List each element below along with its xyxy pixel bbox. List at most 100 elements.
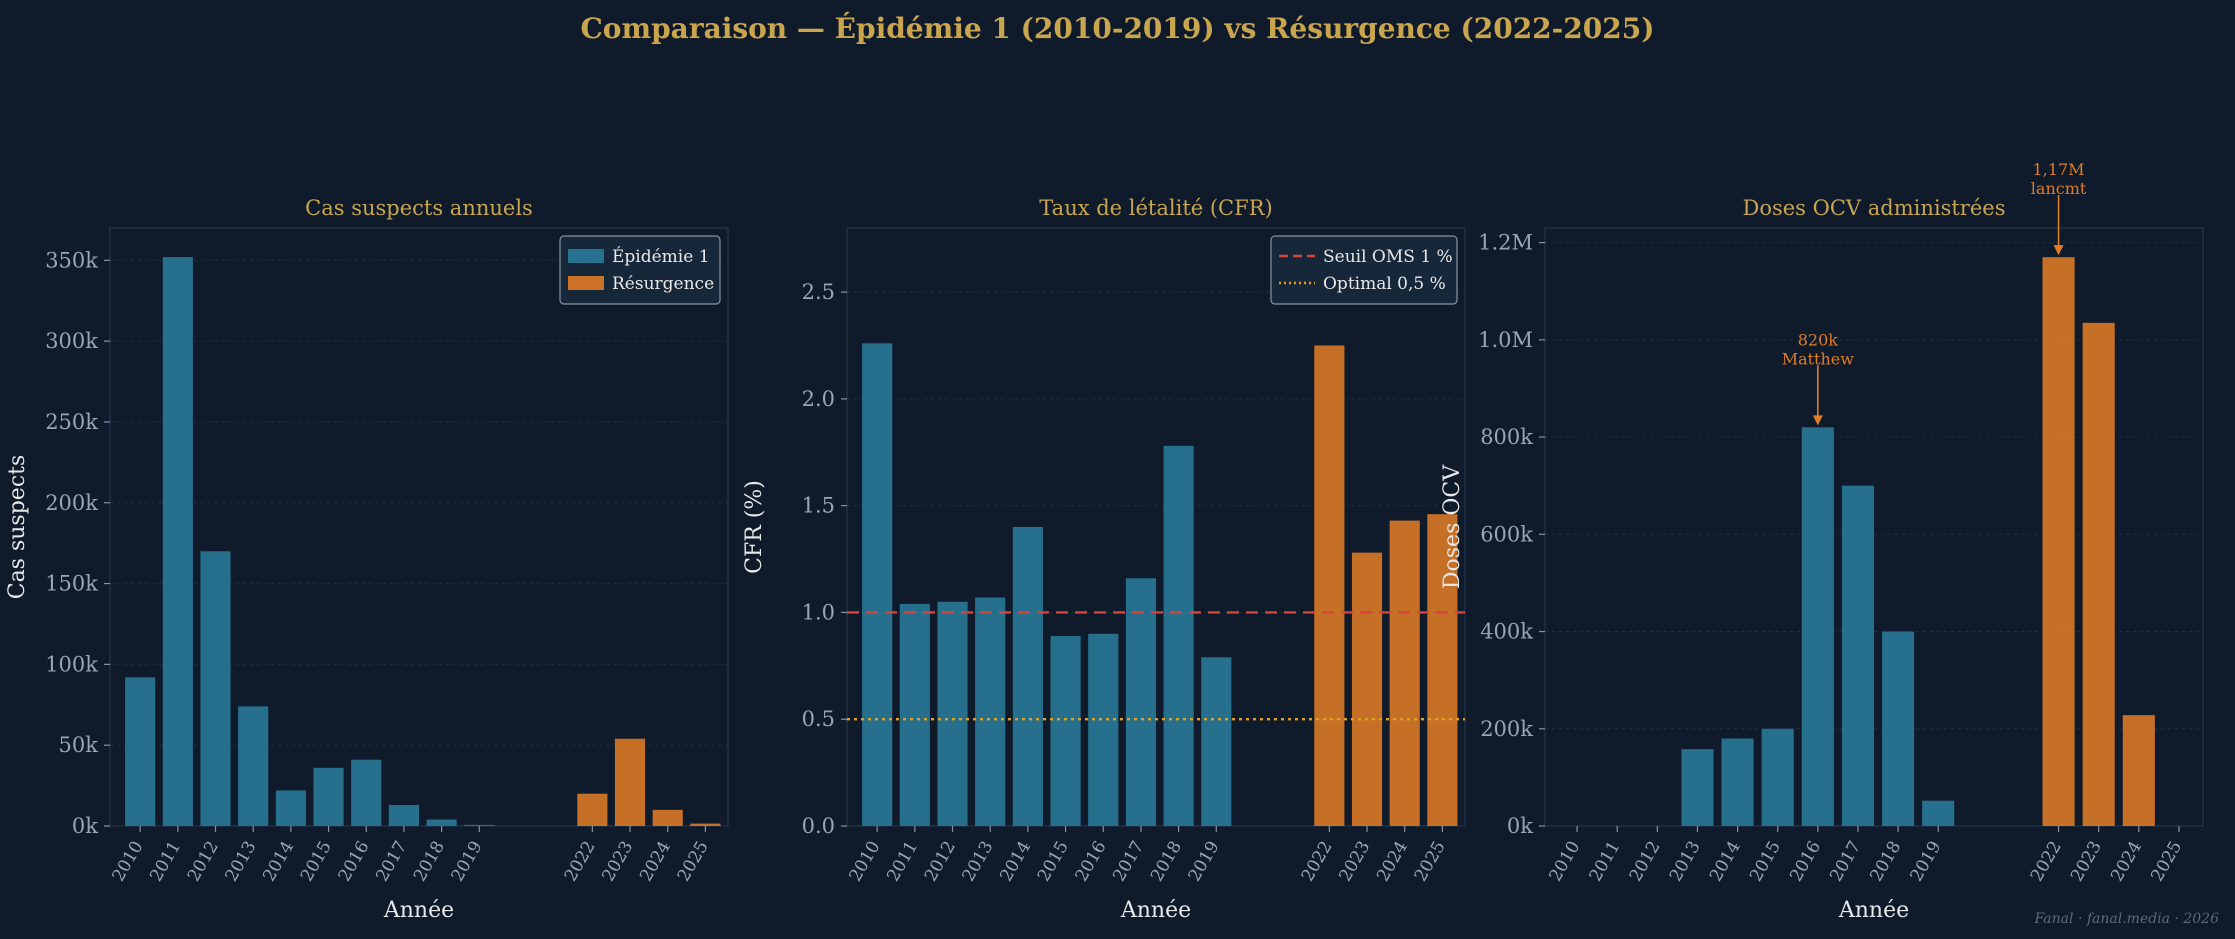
panel-3-annotation-text: 1,17M xyxy=(2033,160,2085,179)
panel-3-bar xyxy=(1801,427,1834,826)
panel-1-xtick-label: 2015 xyxy=(297,838,336,885)
panel-2-bar xyxy=(1351,552,1383,826)
panel-3-xtick-label: 2012 xyxy=(1626,838,1665,885)
panel-2-xtick-label: 2013 xyxy=(959,838,998,885)
panel-1-bar xyxy=(275,790,306,826)
panel-3-bar xyxy=(1841,485,1874,826)
panel-1-ytick-label: 150k xyxy=(45,572,98,596)
panel-3-ytick-label: 1.2M xyxy=(1478,231,1533,255)
panel-3-xtick-label: 2013 xyxy=(1666,838,1705,885)
panel-1-bar xyxy=(162,257,193,826)
panel-2-ytick-label: 0.0 xyxy=(802,814,835,838)
panel-1-ytick-label: 100k xyxy=(45,652,98,676)
panel-2-xtick-label: 2012 xyxy=(921,838,960,885)
panel-1-ytick-label: 300k xyxy=(45,329,98,353)
panel-1-xtick-label: 2022 xyxy=(561,838,600,885)
panel-3-bar xyxy=(1721,738,1754,826)
panel-2-xtick-label: 2014 xyxy=(996,838,1035,885)
panel-1-xtick-label: 2018 xyxy=(410,838,449,885)
panel-2-bar xyxy=(899,603,930,826)
panel-1-bar xyxy=(351,759,382,826)
panel-3-xtick-label: 2022 xyxy=(2027,838,2066,885)
panel-1-bar xyxy=(426,819,457,826)
panel-2-xtick-label: 2017 xyxy=(1109,838,1148,885)
panel-2-xtick-label: 2022 xyxy=(1298,838,1337,885)
panel-1-bar xyxy=(313,767,344,826)
panel-2-ytick-label: 1.0 xyxy=(802,600,835,624)
panel-2-xtick-label: 2011 xyxy=(883,838,922,885)
panel-1-xtick-label: 2012 xyxy=(184,838,223,885)
panel-3-title: Doses OCV administrées xyxy=(1743,196,2006,220)
panel-1-bar xyxy=(238,706,269,826)
panel-3-xtick-label: 2011 xyxy=(1586,838,1625,885)
panel-2-bar xyxy=(1050,635,1081,826)
panel-1-xtick-label: 2013 xyxy=(222,838,261,885)
panel-3-ytick-label: 800k xyxy=(1480,425,1533,449)
panel-2-bar xyxy=(1201,657,1232,826)
panel-3-ylabel: Doses OCV xyxy=(1440,464,1465,589)
panel-1-bar xyxy=(690,823,721,826)
panel-3-xtick-label: 2018 xyxy=(1866,838,1905,885)
panel-3-bar xyxy=(1761,728,1794,826)
credit-text: Fanal · fanal.media · 2026 xyxy=(2034,911,2219,927)
panel-3-xtick-label: 2016 xyxy=(1786,838,1825,885)
panel-3-xtick-label: 2025 xyxy=(2147,838,2186,885)
panel-2-ytick-label: 0.5 xyxy=(802,707,835,731)
panel-2-bar xyxy=(1427,514,1458,826)
panel-3-xtick-label: 2010 xyxy=(1545,838,1584,885)
panel-3-ytick-label: 0k xyxy=(1507,814,1533,838)
panel-3-bar xyxy=(2082,322,2115,826)
panel-1-xtick-label: 2023 xyxy=(598,838,637,885)
panel-2-ytick-label: 1.5 xyxy=(802,494,835,518)
panel-1-xtick-label: 2024 xyxy=(636,838,675,885)
panel-2-title: Taux de létalité (CFR) xyxy=(1039,196,1272,220)
panel-3-bar xyxy=(1922,800,1955,826)
panel-2-legend xyxy=(1270,235,1458,305)
panel-3-bar xyxy=(2042,257,2075,826)
panel-3-xtick-label: 2019 xyxy=(1907,838,1946,885)
panel-3-xtick-label: 2015 xyxy=(1746,838,1785,885)
panel-2-xtick-label: 2018 xyxy=(1147,838,1186,885)
panel-1-xtick-label: 2010 xyxy=(109,838,148,885)
panel-3-xtick-label: 2014 xyxy=(1706,838,1745,885)
panel-1-xtick-label: 2019 xyxy=(448,838,487,885)
panel-2-ytick-label: 2.5 xyxy=(802,280,835,304)
panel-2-xlabel: Année xyxy=(1120,898,1191,923)
panel-1-ytick-label: 200k xyxy=(45,491,98,515)
panel-3-bar xyxy=(1882,631,1915,826)
panel-2-bar xyxy=(1088,633,1119,826)
panel-1-legend-label: Épidémie 1 xyxy=(612,246,710,267)
panel-1-xtick-label: 2011 xyxy=(146,838,185,885)
panel-3-xtick-label: 2024 xyxy=(2107,838,2146,885)
panel-2-bar xyxy=(1012,527,1043,826)
panel-3-xtick-label: 2023 xyxy=(2067,838,2106,885)
panel-1-ytick-label: 0k xyxy=(72,814,98,838)
panel-2-xtick-label: 2016 xyxy=(1072,838,1111,885)
panel-3-xtick-label: 2017 xyxy=(1826,838,1865,885)
panel-3-annotation-text: lancmt xyxy=(2031,179,2087,198)
panel-1-ytick-label: 350k xyxy=(45,248,98,272)
panel-2-ytick-label: 2.0 xyxy=(802,387,835,411)
panel-2-bar xyxy=(1163,445,1194,826)
panel-1-bar xyxy=(200,551,231,826)
panel-2-legend-label: Seuil OMS 1 % xyxy=(1323,247,1453,267)
panel-3-annotation-text: Matthew xyxy=(1782,349,1855,368)
panel-3-ytick-label: 200k xyxy=(1480,717,1533,741)
panel-2-bar xyxy=(975,597,1006,826)
panel-1-bar xyxy=(388,804,419,826)
panel-2-xtick-label: 2024 xyxy=(1373,838,1412,885)
panel-3-bar xyxy=(1681,749,1714,826)
panel-3-annotation-arrowhead xyxy=(1812,415,1823,426)
panel-3-annotation-text: 820k xyxy=(1798,330,1839,349)
panel-3-bar xyxy=(2122,715,2155,826)
panel-1-bar xyxy=(614,738,646,826)
panel-2-xtick-label: 2025 xyxy=(1411,838,1450,885)
panel-1-legend-swatch xyxy=(568,249,604,263)
panel-2-xtick-label: 2023 xyxy=(1335,838,1374,885)
panel-1-xtick-label: 2014 xyxy=(259,838,298,885)
panel-2-xtick-label: 2010 xyxy=(846,838,885,885)
panel-2-legend-label: Optimal 0,5 % xyxy=(1323,274,1446,294)
panel-2-bar xyxy=(1389,520,1420,826)
panel-2-xtick-label: 2015 xyxy=(1034,838,1073,885)
